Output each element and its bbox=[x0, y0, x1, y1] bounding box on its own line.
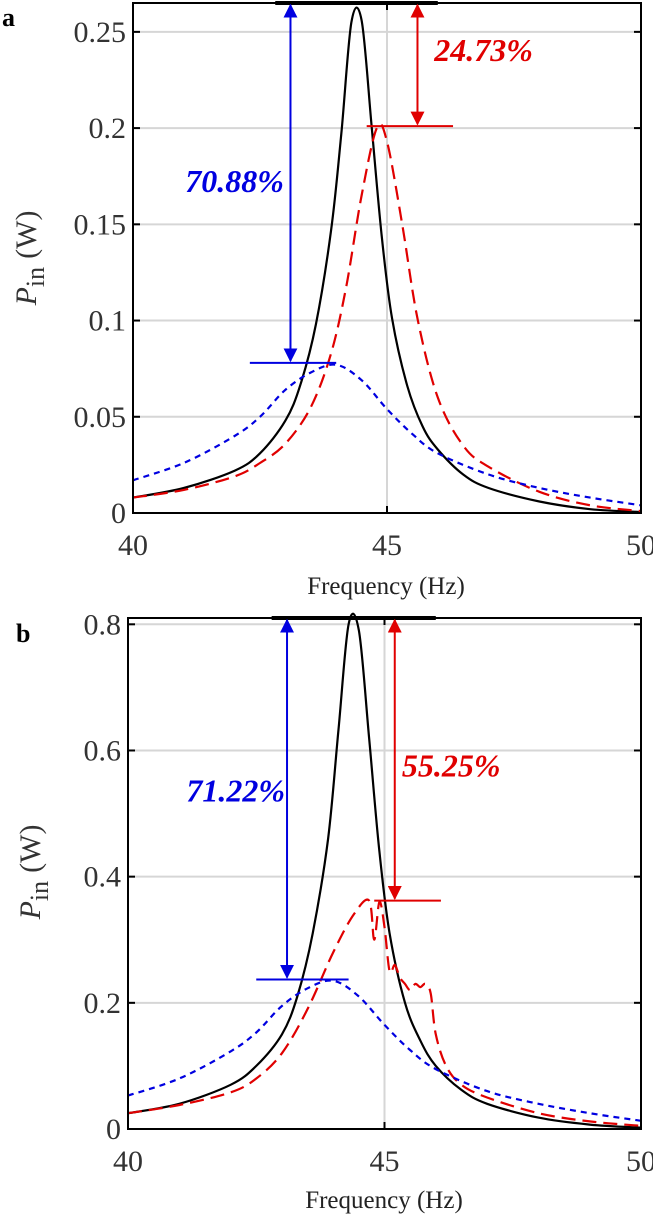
y-tick-label: 0.2 bbox=[84, 987, 122, 1020]
grid-b bbox=[127, 618, 642, 1130]
percentage-label: 55.25% bbox=[402, 747, 501, 783]
y-axis-label-sub-a: in bbox=[21, 267, 50, 287]
x-tick-label: 45 bbox=[370, 1145, 400, 1178]
x-ticks-b: 40 45 50 bbox=[113, 618, 653, 1178]
series-line-shortdash bbox=[127, 979, 642, 1122]
y-axis-label-unit-b: (W) bbox=[14, 825, 47, 873]
grid-a bbox=[132, 3, 642, 514]
series-line-solid bbox=[132, 6, 642, 514]
y-ticks-b: 0 0.2 0.4 0.6 0.8 bbox=[84, 608, 641, 1146]
y-tick-label: 0.05 bbox=[74, 401, 127, 434]
y-tick-label: 0 bbox=[111, 497, 126, 530]
x-axis-label-b: Frequency (Hz) bbox=[305, 1187, 463, 1214]
y-tick-label: 0 bbox=[106, 1113, 121, 1146]
x-ticks-a: 40 45 50 bbox=[118, 3, 653, 562]
percentage-label: 70.88% bbox=[185, 163, 284, 199]
y-tick-label: 0.8 bbox=[84, 608, 122, 641]
series-line-solid bbox=[127, 612, 642, 1129]
x-tick-label: 50 bbox=[626, 529, 653, 562]
y-tick-label: 0.1 bbox=[89, 305, 127, 338]
y-axis-label-b: Pin (W) bbox=[14, 825, 54, 921]
percentage-label: 71.22% bbox=[186, 772, 285, 808]
panel-label-a: a bbox=[2, 3, 15, 32]
panel-b: b 71.22% 55.25% 0 0.2 0.4 0.6 0.8 40 45 50 Freq… bbox=[14, 608, 653, 1214]
y-axis-label-unit-a: (W) bbox=[10, 211, 43, 259]
y-tick-label: 0.6 bbox=[84, 734, 122, 767]
series-b bbox=[127, 612, 642, 1129]
y-tick-label: 0.15 bbox=[74, 208, 127, 241]
panel-a: a 70.88% 24.73% 0 0.05 0.1 0.15 0.2 0.25 40 45 5… bbox=[2, 1, 653, 600]
y-axis-label-a: Pin (W) bbox=[10, 211, 50, 307]
x-axis-label-a: Frequency (Hz) bbox=[307, 573, 465, 600]
y-axis-label-sub-b: in bbox=[25, 881, 54, 901]
y-ticks-a: 0 0.05 0.1 0.15 0.2 0.25 bbox=[74, 16, 641, 530]
x-tick-label: 45 bbox=[372, 529, 402, 562]
y-tick-label: 0.4 bbox=[84, 861, 122, 894]
series-line-shortdash bbox=[132, 363, 642, 507]
y-axis-label-main-b: P bbox=[14, 901, 47, 920]
y-tick-label: 0.25 bbox=[74, 16, 127, 49]
panel-label-b: b bbox=[16, 619, 30, 648]
series-a bbox=[132, 6, 642, 514]
annotations-a: 70.88% 24.73% bbox=[185, 1, 533, 364]
series-line-longdash bbox=[127, 898, 642, 1127]
x-tick-label: 40 bbox=[118, 529, 148, 562]
series-line-longdash bbox=[132, 123, 642, 513]
y-tick-label: 0.2 bbox=[89, 112, 127, 145]
percentage-label: 24.73% bbox=[433, 32, 533, 68]
y-axis-label-main-a: P bbox=[10, 287, 43, 306]
x-tick-label: 40 bbox=[113, 1145, 143, 1178]
x-tick-label: 50 bbox=[626, 1145, 653, 1178]
